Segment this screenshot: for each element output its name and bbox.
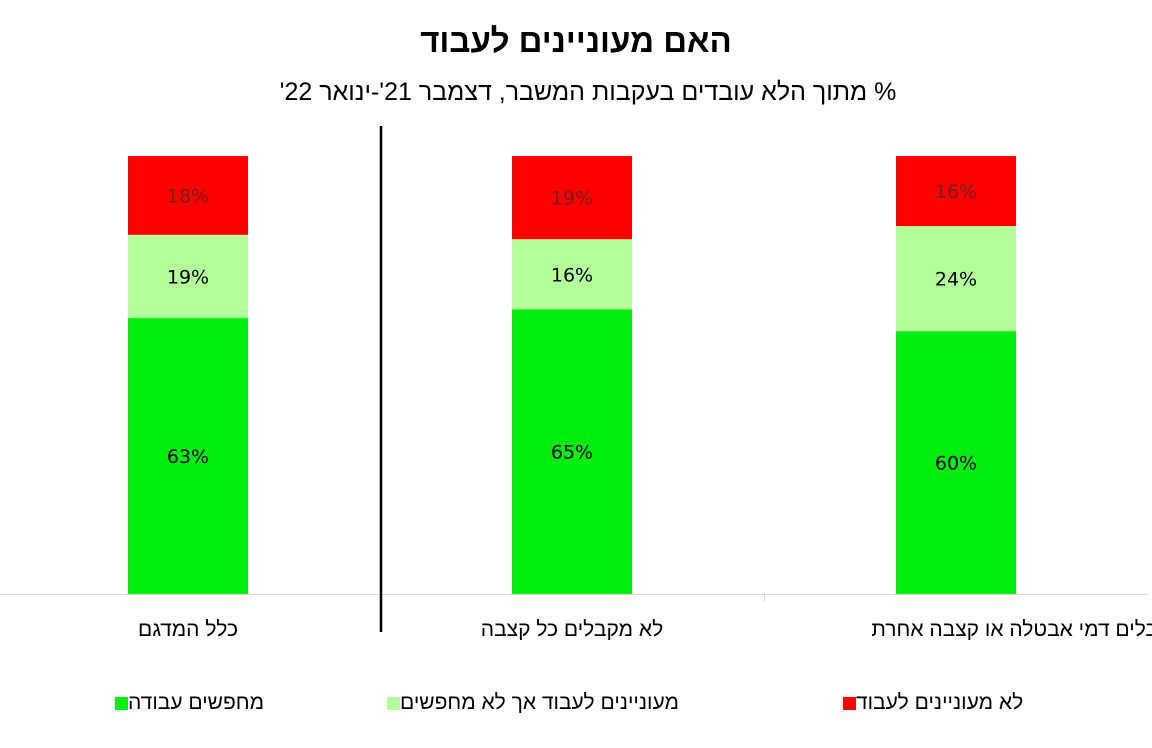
bar-segment-0-cat-1 <box>512 309 632 594</box>
legend-label-looking-for-work: מחפשים עבודה <box>128 691 265 714</box>
data-label-1-cat-2: 24% <box>935 269 977 291</box>
legend-item-looking-for-work: מחפשים עבודה <box>115 689 276 717</box>
bar-segment-1-cat-0 <box>128 234 248 319</box>
stacked-bar-chart: 63% 19% 18% כלל המדגם 65% 16% 19% לא מקבלים כל … <box>0 126 1152 641</box>
data-label-1-cat-0: 19% <box>167 266 209 288</box>
bar-segment-1-cat-1 <box>512 239 632 310</box>
chart-title: האם מעוניינים לעבוד <box>420 22 732 59</box>
category-label-1: לא מקבלים כל קצבה <box>481 618 663 641</box>
legend-item-not-interested: לא מעוניינים לעבוד <box>843 689 1035 717</box>
data-label-1-cat-1: 16% <box>551 264 593 286</box>
legend-swatch-interested-not-looking <box>387 696 400 710</box>
data-label-2-cat-2: 16% <box>935 181 977 203</box>
bar-segment-2-cat-2 <box>896 156 1016 227</box>
data-label-2-cat-0: 18% <box>167 185 209 207</box>
data-label-2-cat-1: 19% <box>551 188 593 210</box>
legend-swatch-not-interested <box>843 696 856 710</box>
chart-legend: מחפשים עבודה מעוניינים לעבוד אך לא מחפשי… <box>0 689 1152 717</box>
data-label-0-cat-0: 63% <box>167 446 209 468</box>
legend-label-not-interested: לא מעוניינים לעבוד <box>856 691 1024 714</box>
data-label-0-cat-1: 65% <box>551 442 593 464</box>
bar-segment-1-cat-2 <box>896 226 1016 332</box>
legend-label-interested-not-looking: מעוניינים לעבוד אך לא מחפשים <box>400 691 679 714</box>
chart-subtitle: % מתוך הלא עובדים בעקבות המשבר, דצמבר 21… <box>279 78 897 106</box>
bar-segment-0-cat-2 <box>896 331 1016 594</box>
category-label-0: כלל המדגם <box>138 618 238 641</box>
data-label-0-cat-2: 60% <box>935 453 977 475</box>
bar-segment-2-cat-0 <box>128 156 248 235</box>
bar-segment-2-cat-1 <box>512 156 632 240</box>
legend-swatch-looking-for-work <box>115 696 128 710</box>
category-label-2: מקבלים דמי אבטלה או קצבה אחרת <box>871 618 1152 641</box>
bar-segment-0-cat-0 <box>128 318 248 594</box>
legend-item-interested-not-looking: מעוניינים לעבוד אך לא מחפשים <box>387 689 691 717</box>
